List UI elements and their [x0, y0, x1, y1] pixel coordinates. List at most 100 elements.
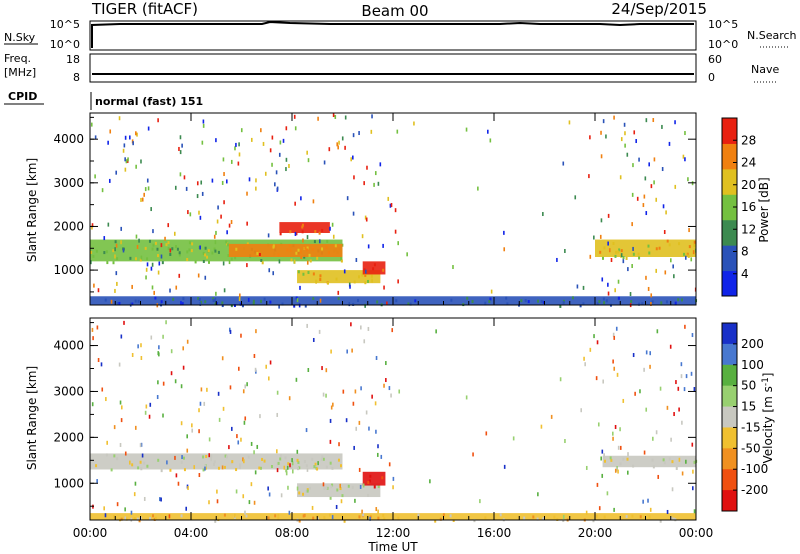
data-cell — [295, 232, 298, 236]
scatter-cell — [244, 384, 247, 389]
scatter-cell — [243, 459, 245, 464]
scatter-cell — [371, 114, 373, 119]
scatter-cell — [137, 344, 139, 349]
data-cell — [277, 461, 280, 465]
scatter-cell — [542, 212, 544, 217]
x-tick-label: 16:00 — [477, 526, 512, 540]
scatter-cell — [377, 509, 379, 514]
data-cell — [524, 299, 527, 303]
data-cell — [312, 297, 315, 301]
scatter-cell — [632, 353, 635, 358]
scatter-cell — [379, 162, 382, 167]
data-cell — [641, 302, 644, 306]
scatter-cell — [330, 349, 332, 354]
data-cell — [325, 465, 328, 469]
data-cell — [235, 247, 238, 251]
scatter-cell — [363, 339, 366, 344]
scatter-cell — [214, 240, 217, 245]
data-cell — [665, 300, 668, 304]
scatter-cell — [600, 154, 603, 159]
scatter-cell — [638, 157, 640, 162]
scatter-cell — [182, 346, 185, 351]
scatter-cell — [216, 489, 218, 494]
scatter-cell — [362, 483, 365, 488]
scatter-cell — [173, 231, 176, 236]
scatter-cell — [255, 186, 257, 191]
scatter-cell — [151, 285, 154, 290]
scatter-cell — [692, 469, 694, 474]
scatter-cell — [652, 436, 654, 441]
scatter-cell — [360, 386, 362, 391]
scatter-cell — [228, 445, 230, 450]
scatter-cell — [269, 148, 272, 153]
scatter-cell — [201, 140, 204, 145]
scatter-cell — [352, 211, 355, 216]
data-cell — [450, 298, 453, 302]
scatter-cell — [643, 194, 646, 199]
sky-panel-frame — [89, 20, 697, 51]
data-cell — [212, 462, 215, 466]
scatter-cell — [375, 507, 378, 512]
scatter-cell — [394, 229, 397, 234]
scatter-cell — [305, 428, 308, 433]
scatter-cell — [670, 258, 672, 263]
data-cell — [367, 480, 370, 484]
scatter-cell — [169, 248, 172, 253]
scatter-cell — [631, 222, 633, 227]
data-cell — [619, 462, 622, 466]
scatter-cell — [132, 141, 134, 146]
scatter-cell — [114, 288, 116, 293]
scatter-cell — [158, 352, 160, 357]
scatter-cell — [186, 339, 189, 344]
scatter-cell — [302, 238, 304, 243]
scatter-cell — [218, 417, 221, 422]
scatter-cell — [144, 410, 147, 415]
data-cell — [370, 274, 373, 278]
data-cell — [286, 248, 289, 252]
scatter-cell — [385, 378, 387, 383]
data-cell — [281, 302, 284, 306]
scatter-cell — [100, 362, 103, 367]
scatter-cell — [346, 349, 348, 354]
scatter-cell — [680, 374, 683, 379]
scatter-cell — [300, 196, 302, 201]
scatter-cell — [662, 204, 665, 209]
scatter-cell — [396, 129, 399, 134]
scatter-cell — [649, 351, 652, 356]
scatter-cell — [215, 291, 217, 296]
scatter-cell — [91, 402, 94, 407]
data-cell — [239, 463, 242, 467]
data-cell — [630, 299, 633, 303]
scatter-cell — [386, 301, 388, 306]
scatter-cell — [332, 113, 335, 118]
data-cell — [352, 302, 355, 306]
data-cell — [319, 278, 322, 282]
data-cell — [225, 240, 228, 244]
data-cell — [376, 300, 379, 304]
scatter-cell — [139, 443, 142, 448]
scatter-cell — [580, 408, 582, 413]
scatter-cell — [216, 219, 219, 224]
scatter-cell — [649, 507, 652, 512]
data-cell — [321, 247, 324, 251]
scatter-cell — [639, 389, 641, 394]
data-cell — [287, 462, 290, 466]
scatter-cell — [199, 301, 202, 306]
scatter-cell — [255, 329, 257, 334]
velocity-panel: 00:00 04:00 08:00 12:00 16:00 20:00 00:00 1000 2… — [25, 317, 775, 554]
scatter-cell — [589, 135, 591, 140]
data-cell — [395, 299, 398, 303]
scatter-cell — [268, 492, 271, 497]
data-cell — [171, 247, 174, 251]
scatter-cell — [616, 372, 619, 377]
scatter-cell — [585, 465, 588, 470]
scatter-cell — [613, 115, 615, 120]
data-cell — [144, 246, 147, 250]
scatter-cell — [610, 258, 613, 263]
scatter-cell — [364, 215, 367, 220]
data-cell — [204, 464, 207, 468]
scatter-cell — [124, 135, 127, 140]
data-cell — [562, 301, 565, 305]
scatter-cell — [267, 486, 269, 491]
